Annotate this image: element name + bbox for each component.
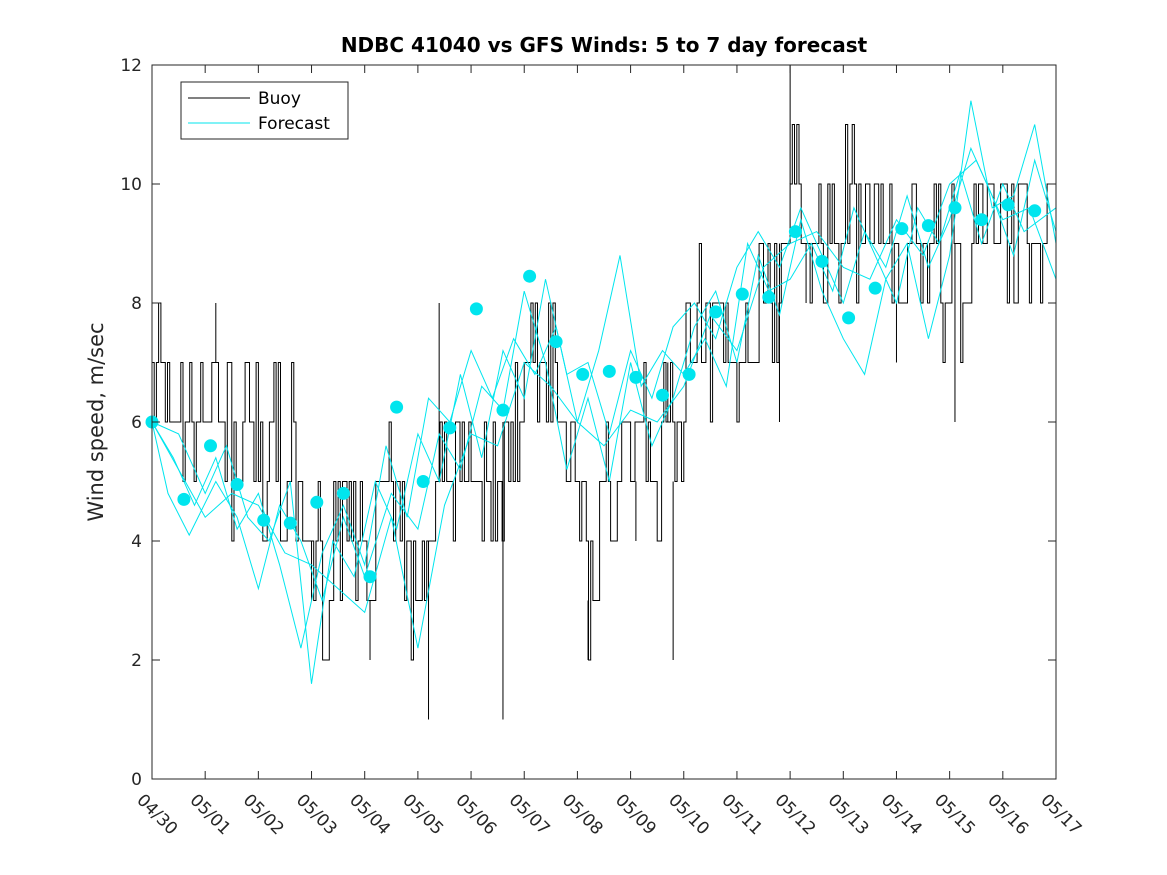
- legend-buoy-label: Buoy: [258, 89, 301, 109]
- y-tick-label: 0: [131, 770, 142, 790]
- chart-title: NDBC 41040 vs GFS Winds: 5 to 7 day fore…: [341, 33, 868, 57]
- forecast-marker: [336, 486, 350, 500]
- x-tick-label: 04/30: [132, 790, 181, 839]
- forecast-marker: [762, 290, 776, 304]
- forecast-marker: [815, 254, 829, 268]
- forecast-marker: [576, 367, 590, 381]
- plot-background: [152, 65, 1056, 779]
- x-tick-label: 05/06: [452, 790, 501, 839]
- forecast-marker: [788, 225, 802, 239]
- forecast-marker: [177, 492, 191, 506]
- forecast-marker: [656, 388, 669, 402]
- y-tick-label: 8: [131, 294, 142, 314]
- y-tick-label: 10: [120, 175, 142, 195]
- x-tick-label: 05/02: [239, 790, 288, 839]
- forecast-marker: [390, 400, 404, 414]
- forecast-marker: [549, 335, 563, 349]
- forecast-marker: [629, 370, 643, 384]
- forecast-marker: [416, 475, 430, 488]
- x-tick-label: 05/05: [398, 790, 447, 839]
- buoy-series: [151, 65, 1056, 720]
- y-tick-label: 4: [131, 532, 142, 552]
- forecast-marker: [709, 305, 723, 319]
- y-tick-label: 2: [131, 651, 142, 671]
- forecast-marker: [895, 222, 909, 236]
- forecast-daily-markers: [145, 198, 1042, 584]
- x-tick-label: 05/13: [824, 790, 873, 839]
- forecast-marker: [975, 213, 989, 227]
- forecast-marker: [469, 302, 483, 316]
- forecast-marker: [496, 403, 510, 417]
- y-tick-label: 6: [131, 413, 142, 433]
- x-tick-label: 05/04: [345, 790, 394, 839]
- forecast-marker: [230, 478, 244, 491]
- x-tick-label: 05/01: [186, 790, 235, 839]
- x-tick-label: 05/08: [558, 790, 607, 839]
- x-tick-label: 05/17: [1036, 790, 1085, 839]
- forecast-marker: [204, 439, 217, 453]
- x-tick-label: 05/09: [611, 790, 660, 839]
- forecast-line-3: [151, 170, 1057, 649]
- forecast-marker: [283, 516, 297, 530]
- x-tick-label: 05/10: [664, 790, 713, 839]
- forecast-marker: [921, 219, 935, 233]
- buoy-line: [151, 124, 1056, 661]
- x-tick-label: 05/07: [505, 790, 554, 839]
- x-tick-label: 05/14: [877, 790, 926, 839]
- forecast-marker: [868, 281, 882, 295]
- forecast-marker: [443, 421, 457, 435]
- x-tick-label: 05/12: [771, 790, 820, 839]
- forecast-marker: [523, 269, 537, 283]
- y-axis-label: Wind speed, m/sec: [84, 322, 108, 521]
- y-tick-label: 12: [120, 56, 142, 76]
- forecast-marker: [735, 287, 749, 301]
- forecast-marker: [1001, 198, 1015, 212]
- x-tick-label: 05/11: [717, 790, 766, 839]
- legend-box: [180, 81, 349, 140]
- y-axis: 0 2 4 6 8 10 12: [120, 56, 1056, 790]
- x-tick-label: 05/16: [983, 790, 1032, 839]
- forecast-marker: [682, 367, 696, 381]
- forecast-marker: [257, 513, 271, 527]
- forecast-marker: [602, 364, 616, 378]
- forecast-marker: [310, 495, 324, 509]
- x-tick-label: 05/03: [292, 790, 341, 839]
- forecast-marker: [842, 311, 856, 325]
- legend-forecast-label: Forecast: [258, 114, 330, 134]
- forecast-marker: [948, 201, 962, 215]
- forecast-line-4: [151, 146, 1057, 684]
- forecast-marker: [1028, 204, 1042, 218]
- x-tick-label: 05/15: [930, 790, 979, 839]
- legend: Buoy Forecast: [180, 81, 349, 140]
- forecast-marker: [363, 570, 377, 584]
- forecast-line-2: [151, 100, 1057, 603]
